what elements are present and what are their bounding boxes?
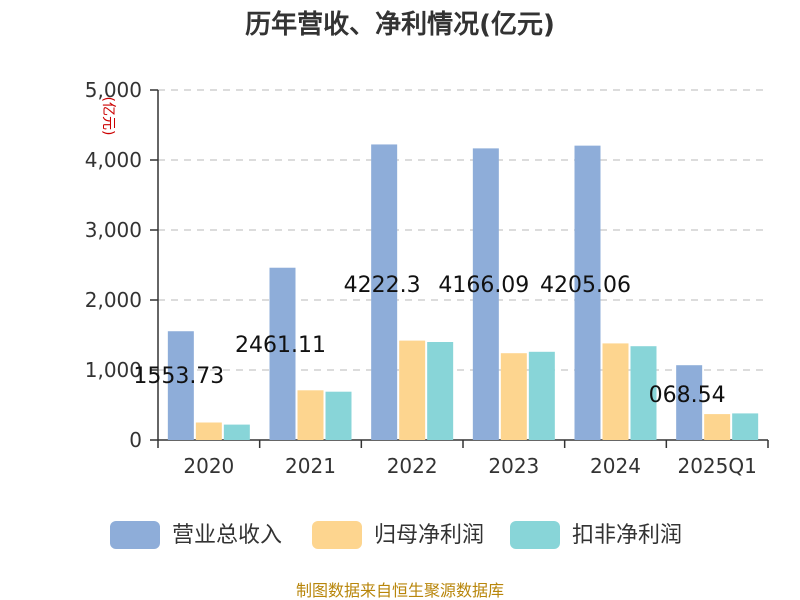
bar-2025Q1-3 <box>732 413 759 440</box>
y-tick-label: 4,000 <box>85 148 142 172</box>
bar-2021-2 <box>297 390 324 440</box>
legend-label-2: 归母净利润 <box>374 523 484 548</box>
bar-2022-1 <box>371 144 398 440</box>
data-label: 2461.11 <box>235 333 326 358</box>
x-tick-label: 2021 <box>285 454 336 478</box>
legend-swatch-1 <box>110 521 160 549</box>
y-axis: 0 1,000 2,000 3,000 4,000 5,000 <box>85 78 159 452</box>
bar-2023-1 <box>472 148 499 440</box>
y-axis-unit-label: (亿元) <box>100 97 116 136</box>
data-label: 068.54 <box>649 383 726 408</box>
bar-2023-3 <box>528 351 555 440</box>
grid <box>158 89 768 371</box>
bar-2025Q1-1 <box>676 365 703 440</box>
bar-2024-2 <box>602 343 629 440</box>
bar-2021-3 <box>325 391 352 440</box>
bar-2024-3 <box>630 346 657 440</box>
data-label: 4222.3 <box>344 273 421 298</box>
y-tick-label: 1,000 <box>85 358 142 382</box>
x-tick-label: 2024 <box>590 454 641 478</box>
x-tick-label: 2022 <box>387 454 438 478</box>
legend-label-1: 营业总收入 <box>172 523 282 548</box>
source-note: 制图数据来自恒生聚源数据库 <box>296 581 504 600</box>
legend-swatch-3 <box>510 521 560 549</box>
legend: 营业总收入 归母净利润 扣非净利润 <box>110 521 682 549</box>
x-tick-label: 2025Q1 <box>677 454 756 478</box>
bar-2022-2 <box>399 340 426 440</box>
bar-2020-1 <box>167 331 194 440</box>
x-tick-label: 2020 <box>183 454 234 478</box>
bar-2024-1 <box>574 145 601 440</box>
y-tick-label: 3,000 <box>85 218 142 242</box>
y-tick-label: 0 <box>129 428 142 452</box>
bars <box>167 144 759 440</box>
bar-2021-1 <box>269 267 296 440</box>
bar-2020-2 <box>195 422 222 440</box>
data-label: 4166.09 <box>438 273 529 298</box>
y-tick-label: 2,000 <box>85 288 142 312</box>
bar-2020-3 <box>223 424 250 440</box>
bar-2025Q1-2 <box>704 414 731 440</box>
data-label: 4205.06 <box>540 273 631 298</box>
legend-label-3: 扣非净利润 <box>572 523 682 548</box>
bar-2022-3 <box>427 342 454 440</box>
legend-swatch-2 <box>312 521 362 549</box>
data-label: 1553.73 <box>133 364 224 389</box>
bar-2023-2 <box>500 353 527 440</box>
chart-title: 历年营收、净利情况(亿元) <box>245 9 555 40</box>
x-tick-label: 2023 <box>488 454 539 478</box>
y-tick-label: 5,000 <box>85 78 142 102</box>
data-labels: 1553.73 2461.11 4222.3 4166.09 4205.06 068.54 <box>133 273 725 408</box>
x-axis: 2020 2021 2022 2023 2024 2025Q1 <box>157 439 769 478</box>
